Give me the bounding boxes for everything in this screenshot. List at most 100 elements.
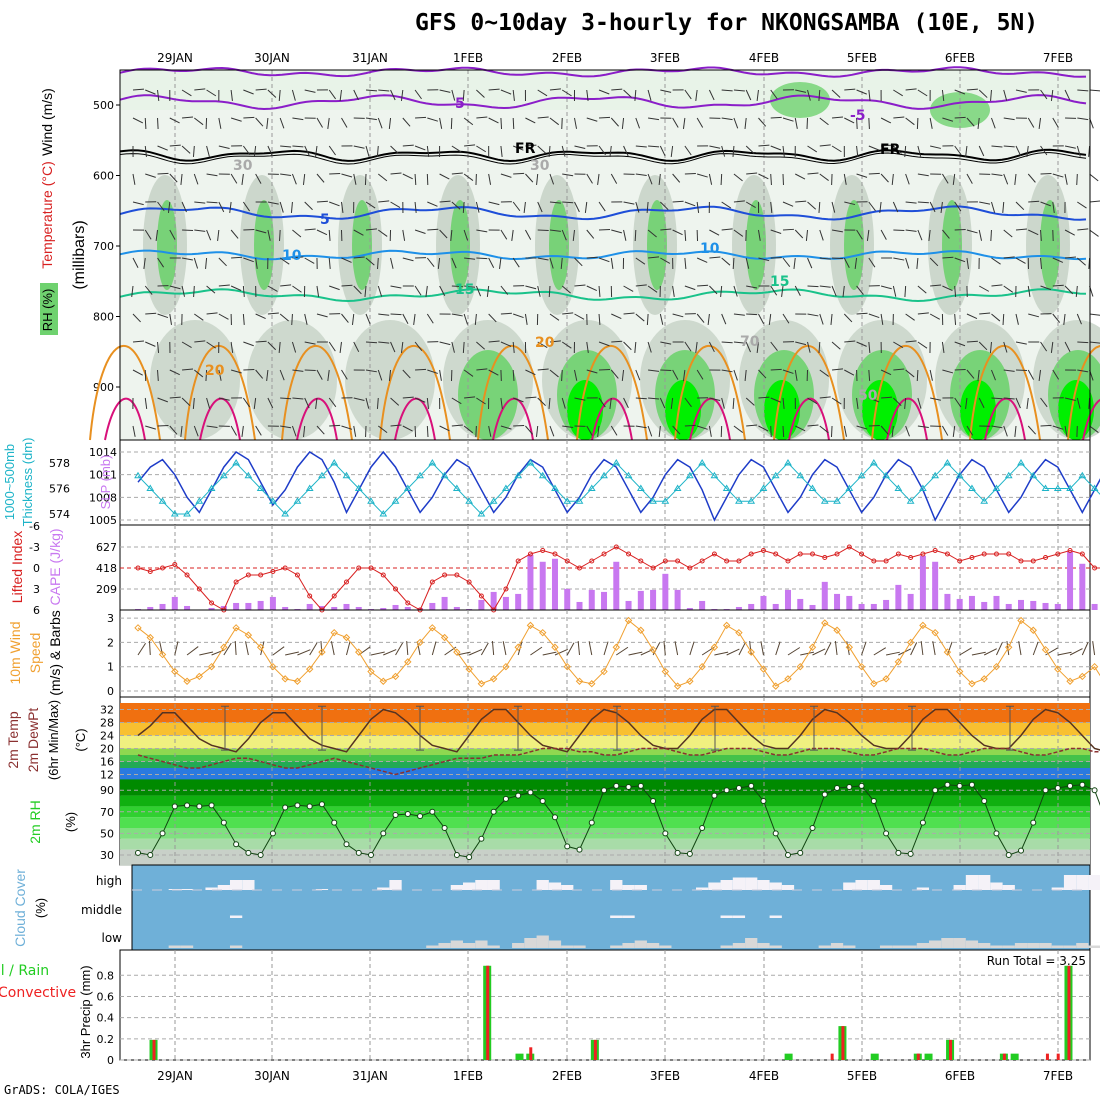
cape-bar [944,593,951,610]
cloud-bar-high [1076,875,1089,890]
wind-barb [745,397,755,406]
rh-legend-label: RH (%) [40,289,55,332]
wind-barb [230,425,237,436]
wind-barb [733,341,745,344]
wind-barb [709,145,721,149]
cloud-bar-high [205,887,218,890]
rh-marker [515,792,522,799]
cape-tick: 418 [96,562,117,575]
wind-barb [917,201,929,204]
wind-barb [856,173,868,178]
wind-barb [292,397,304,400]
wind-barb [537,229,549,232]
wind-barb [966,369,975,379]
lifted-index-marker [454,572,460,578]
wind-barb [1065,256,1077,259]
thickness-marker [784,459,792,466]
wind-barb [647,341,652,353]
rh-unit: (%) [63,812,78,832]
wind-barb [1027,285,1031,297]
lifted-index-marker [711,551,717,557]
wind-barb [646,201,649,214]
lifted-index-marker [932,548,938,553]
wind-barb [537,116,549,119]
wind10-marker [342,633,351,642]
wind-barb [991,284,1003,287]
wind-barb [574,369,578,381]
wind-barb [304,228,316,231]
wind-barb [132,340,145,343]
lifted-index-marker [1079,551,1085,557]
wind-barb [402,117,411,127]
wind-barb [253,397,257,409]
wind-barb [439,425,450,432]
rh-marker [711,792,718,799]
cloud-bar-low [818,945,831,948]
thickness-marker [710,471,719,479]
wind-barb [770,201,773,213]
wind-barb [819,425,829,434]
cape-bar [331,606,338,610]
lifted-index-marker [135,565,141,571]
wind-barb [807,285,819,288]
wind10-barb [542,651,557,656]
wind-barb [648,369,660,372]
wind-barb [291,341,297,353]
temp-contour-25 [492,397,534,441]
thickness-marker [869,459,878,466]
wind-barb [303,425,306,437]
wind-barb [157,397,168,403]
wind-barb [316,369,323,380]
wind-barb [856,425,868,430]
wind-barb [634,229,637,242]
wind-barb [941,173,949,184]
cloud-bar-high [843,882,856,890]
wind-barb [500,285,509,295]
temp-tick: 16 [100,756,114,769]
wind-barb [905,88,917,91]
wind-barb [904,145,907,158]
wind-barb [291,89,296,101]
wind-barb [476,116,488,119]
wind10-barb [652,642,661,656]
wind-barb [721,369,733,373]
wind-barb [1052,201,1055,213]
wind10-tick: 1 [107,661,114,674]
thickness-marker [808,484,817,491]
wind-barb [610,257,614,269]
cloud-level-label: low [102,931,123,945]
contour-label: FR [880,142,901,158]
wind-barb [905,229,917,232]
temp-band [120,703,1090,723]
wind-barb [353,285,362,295]
wind-barb [831,201,836,213]
wind-barb [500,229,508,240]
rh-shade [254,200,274,290]
wind-barb [1015,89,1027,93]
contour-label: 5 [455,96,465,112]
wind-barb [684,257,687,270]
wind-barb [390,341,396,353]
wind-barb [697,284,709,287]
precip-tick: 0.2 [97,1033,115,1046]
date-label-top: 3FEB [650,51,680,65]
wind-barb [414,397,426,403]
wind-barb [831,368,844,371]
wind-barb [328,89,337,100]
wind-barb [439,89,451,93]
wind-barb [267,341,277,351]
thickness-marker [992,484,1001,491]
wind-barb [917,145,922,157]
wind-barb [169,396,181,399]
wind-barb [635,313,645,322]
temp-contour-20 [281,345,353,441]
wind-barb [476,341,486,350]
rh-marker [404,810,411,817]
wind10-barb [640,648,654,656]
wind-barb [316,425,325,435]
rh-marker [245,849,252,856]
pressure-label: 600 [93,170,114,183]
rh-shade [1040,200,1060,290]
cape-bar [821,581,828,610]
wind-barb [868,369,871,382]
